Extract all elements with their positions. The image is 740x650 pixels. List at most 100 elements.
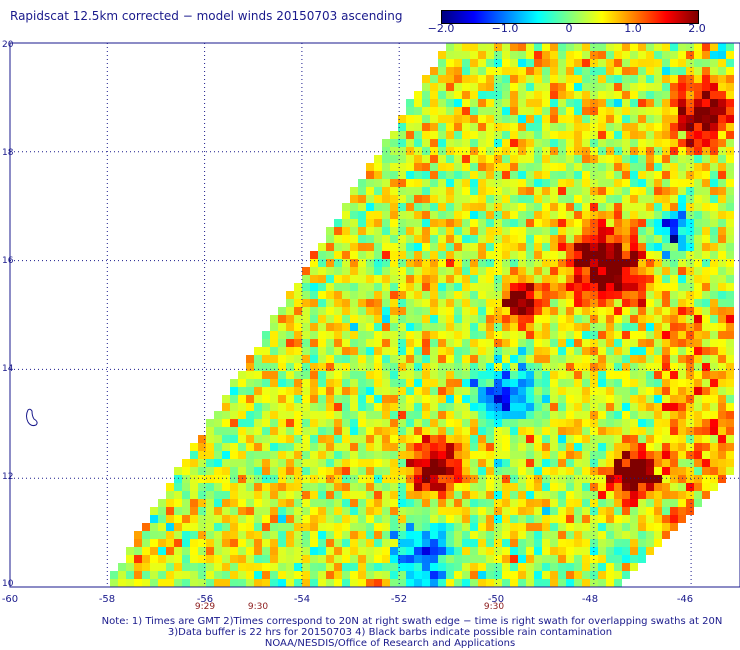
wind-difference-cell: [614, 187, 622, 195]
wind-difference-cell: [350, 451, 358, 459]
wind-difference-cell: [462, 211, 470, 219]
wind-difference-cell: [718, 243, 726, 251]
wind-difference-cell: [318, 259, 326, 267]
wind-difference-cell: [702, 211, 710, 219]
wind-difference-cell: [678, 403, 686, 411]
wind-difference-cell: [614, 347, 622, 355]
wind-difference-cell: [494, 315, 502, 323]
wind-difference-cell: [438, 187, 446, 195]
wind-difference-cell: [726, 91, 734, 99]
wind-difference-cell: [494, 235, 502, 243]
wind-difference-cell: [278, 427, 286, 435]
wind-difference-cell: [326, 235, 334, 243]
wind-difference-cell: [342, 403, 350, 411]
wind-difference-cell: [406, 299, 414, 307]
wind-difference-cell: [494, 123, 502, 131]
wind-difference-cell: [526, 323, 534, 331]
wind-difference-cell: [662, 491, 670, 499]
wind-difference-cell: [478, 283, 486, 291]
wind-difference-cell: [526, 227, 534, 235]
wind-difference-cell: [718, 83, 726, 91]
wind-difference-cell: [438, 499, 446, 507]
wind-difference-cell: [374, 475, 382, 483]
wind-difference-cell: [158, 555, 166, 563]
wind-difference-cell: [430, 491, 438, 499]
wind-difference-cell: [558, 203, 566, 211]
wind-difference-cell: [334, 499, 342, 507]
wind-difference-cell: [222, 579, 230, 587]
wind-difference-cell: [294, 307, 302, 315]
wind-difference-cell: [558, 387, 566, 395]
wind-difference-cell: [398, 331, 406, 339]
wind-difference-cell: [366, 403, 374, 411]
wind-difference-cell: [710, 259, 718, 267]
wind-difference-cell: [470, 203, 478, 211]
wind-difference-cell: [486, 211, 494, 219]
wind-difference-cell: [302, 459, 310, 467]
wind-difference-cell: [462, 283, 470, 291]
wind-difference-cell: [646, 467, 654, 475]
wind-difference-cell: [566, 395, 574, 403]
wind-difference-cell: [470, 563, 478, 571]
wind-difference-cell: [646, 291, 654, 299]
wind-difference-cell: [510, 163, 518, 171]
wind-difference-cell: [430, 195, 438, 203]
wind-difference-cell: [510, 307, 518, 315]
wind-difference-cell: [422, 539, 430, 547]
wind-difference-cell: [334, 539, 342, 547]
wind-difference-cell: [398, 483, 406, 491]
wind-difference-cell: [614, 491, 622, 499]
wind-difference-cell: [502, 435, 510, 443]
wind-difference-cell: [438, 323, 446, 331]
wind-difference-cell: [390, 195, 398, 203]
wind-difference-cell: [494, 371, 502, 379]
wind-difference-cell: [454, 467, 462, 475]
wind-difference-cell: [534, 163, 542, 171]
wind-difference-cell: [198, 443, 206, 451]
wind-difference-cell: [662, 59, 670, 67]
wind-difference-cell: [366, 299, 374, 307]
wind-difference-cell: [542, 59, 550, 67]
wind-difference-cell: [486, 51, 494, 59]
wind-difference-cell: [542, 299, 550, 307]
wind-difference-cell: [454, 331, 462, 339]
wind-difference-cell: [718, 427, 726, 435]
wind-difference-cell: [270, 315, 278, 323]
wind-difference-cell: [566, 107, 574, 115]
wind-difference-cell: [406, 371, 414, 379]
wind-difference-cell: [174, 515, 182, 523]
wind-difference-cell: [414, 499, 422, 507]
wind-difference-cell: [502, 123, 510, 131]
wind-difference-cell: [542, 555, 550, 563]
wind-difference-cell: [414, 243, 422, 251]
wind-difference-cell: [726, 59, 734, 67]
wind-difference-cell: [638, 363, 646, 371]
wind-difference-cell: [710, 171, 718, 179]
wind-difference-cell: [374, 187, 382, 195]
wind-difference-cell: [398, 339, 406, 347]
wind-difference-cell: [510, 483, 518, 491]
wind-difference-cell: [518, 43, 526, 51]
wind-difference-cell: [702, 219, 710, 227]
wind-difference-cell: [342, 539, 350, 547]
wind-difference-cell: [670, 371, 678, 379]
wind-difference-cell: [622, 547, 630, 555]
wind-difference-cell: [358, 363, 366, 371]
wind-difference-cell: [646, 83, 654, 91]
wind-difference-cell: [318, 283, 326, 291]
wind-difference-cell: [238, 531, 246, 539]
wind-difference-cell: [574, 483, 582, 491]
wind-difference-cell: [358, 459, 366, 467]
wind-difference-cell: [414, 443, 422, 451]
wind-difference-cell: [598, 467, 606, 475]
wind-difference-cell: [574, 99, 582, 107]
wind-difference-cell: [502, 91, 510, 99]
map-title: Rapidscat 12.5km corrected − model winds…: [10, 9, 403, 23]
wind-difference-cell: [654, 75, 662, 83]
wind-difference-cell: [286, 515, 294, 523]
wind-difference-cell: [422, 483, 430, 491]
wind-difference-cell: [694, 155, 702, 163]
wind-difference-cell: [654, 403, 662, 411]
wind-difference-cell: [414, 363, 422, 371]
wind-difference-cell: [478, 99, 486, 107]
